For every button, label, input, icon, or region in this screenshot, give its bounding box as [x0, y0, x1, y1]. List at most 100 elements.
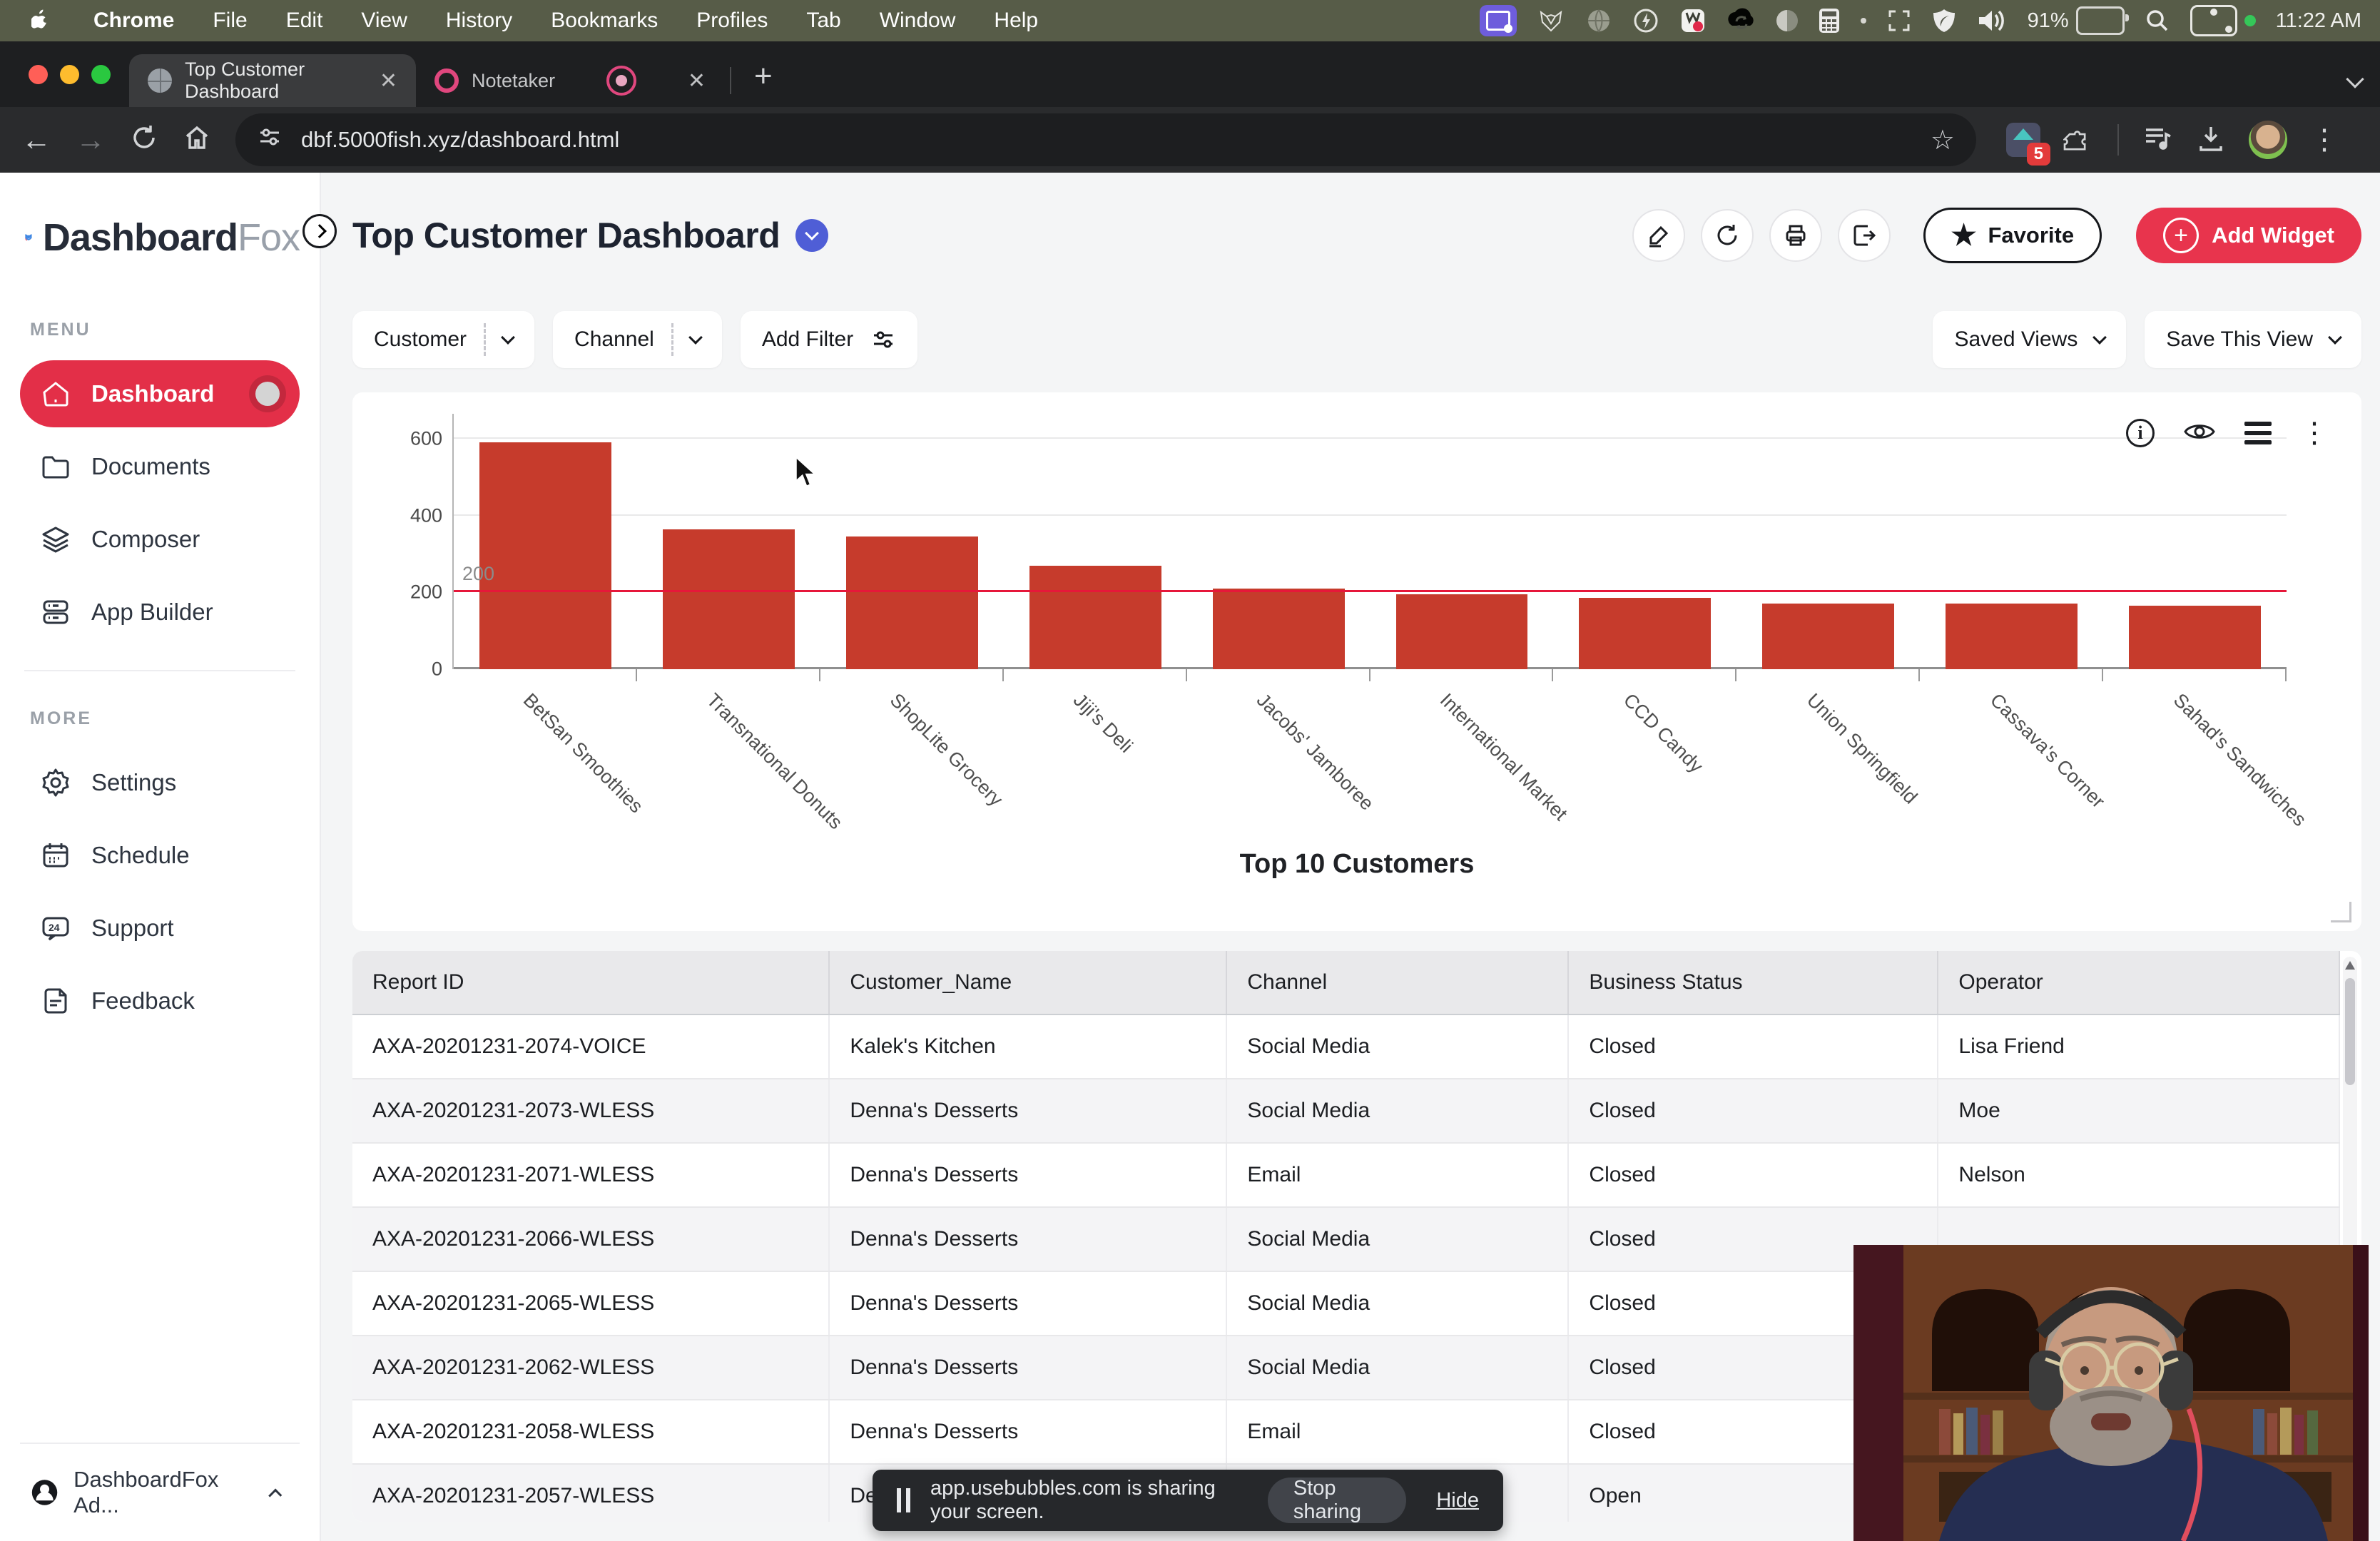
address-bar[interactable]: dbf.5000fish.xyz/dashboard.html ☆	[235, 113, 1976, 166]
info-icon[interactable]: i	[2126, 419, 2155, 447]
bolt-status-icon[interactable]	[1632, 5, 1659, 36]
add-filter-button[interactable]: Add Filter	[740, 311, 918, 368]
menubar-item-history[interactable]: History	[445, 9, 513, 32]
column-header-business-status[interactable]: Business Status	[1568, 951, 1939, 1015]
scrollbar-thumb[interactable]	[2345, 978, 2355, 1085]
bar-chart-plot[interactable]: 0 200 400 600 200	[410, 414, 2287, 681]
edit-dashboard-button[interactable]	[1632, 209, 1685, 262]
column-header-channel[interactable]: Channel	[1226, 951, 1570, 1015]
bar-ccd-candy[interactable]	[1579, 598, 1712, 669]
chart-kebab-icon[interactable]: ⋮	[2300, 417, 2329, 449]
music-app-status-icon[interactable]	[1679, 5, 1707, 36]
tab-close-icon[interactable]: ✕	[687, 68, 706, 93]
sidebar-item-composer[interactable]: Composer	[20, 506, 300, 573]
bar-betsan-smoothies[interactable]	[479, 442, 611, 669]
site-settings-icon[interactable]	[257, 124, 283, 156]
menubar-item-window[interactable]: Window	[879, 9, 956, 32]
control-center-icon[interactable]	[2190, 5, 2237, 36]
bar-union-springfield[interactable]	[1762, 604, 1895, 669]
sidebar-user-row[interactable]: DashboardFox Ad...	[20, 1443, 300, 1541]
expand-status-icon[interactable]	[1886, 5, 1912, 36]
chart-menu-icon[interactable]	[2244, 422, 2272, 444]
profile-avatar[interactable]	[2249, 121, 2287, 159]
back-button[interactable]: ←	[21, 123, 51, 156]
chevron-down-icon[interactable]	[688, 330, 703, 345]
sidebar-item-dashboard[interactable]: Dashboard	[20, 360, 300, 427]
menubar-clock[interactable]: 11:22 AM	[2275, 9, 2361, 32]
calculator-status-icon[interactable]	[1818, 5, 1841, 36]
column-header-operator[interactable]: Operator	[1938, 951, 2340, 1015]
hide-banner-link[interactable]: Hide	[1436, 1488, 1479, 1512]
sidebar-item-schedule[interactable]: Schedule	[20, 822, 300, 889]
tab-overflow-chevron-icon[interactable]	[2346, 70, 2364, 88]
table-row[interactable]: AXA-20201231-2073-WLESS Denna's Desserts S…	[352, 1079, 2340, 1144]
bar-jiji-s-deli[interactable]	[1029, 565, 1161, 669]
bar-cassava-s-corner[interactable]	[1946, 604, 2078, 669]
chevron-down-icon[interactable]	[2328, 330, 2342, 345]
table-row[interactable]: AXA-20201231-2071-WLESS Denna's Desserts E…	[352, 1143, 2340, 1208]
resize-grip-icon[interactable]	[2331, 902, 2351, 922]
tab-top-customer-dashboard[interactable]: Top Customer Dashboard ✕	[129, 54, 416, 107]
title-dropdown-badge[interactable]	[795, 219, 829, 252]
dashboard-active-dot[interactable]	[255, 382, 280, 406]
sidebar-item-settings[interactable]: Settings	[20, 749, 300, 816]
menubar-item-edit[interactable]: Edit	[285, 9, 323, 32]
brand-logo[interactable]: DashboardFox	[20, 194, 300, 301]
filter-channel[interactable]: Channel	[553, 311, 722, 368]
print-dashboard-button[interactable]	[1769, 209, 1822, 262]
bar-jacobs-jamboree[interactable]	[1212, 588, 1345, 669]
url-text[interactable]: dbf.5000fish.xyz/dashboard.html	[301, 127, 620, 152]
export-dashboard-button[interactable]	[1837, 209, 1891, 262]
scroll-up-arrow-icon[interactable]	[2345, 961, 2355, 970]
saved-views-button[interactable]: Saved Views	[1933, 311, 2127, 368]
display-status-icon[interactable]	[1776, 10, 1798, 31]
column-header-customer-name[interactable]: Customer_Name	[829, 951, 1228, 1015]
save-this-view-button[interactable]: Save This View	[2145, 311, 2361, 368]
fox-app-icon[interactable]	[1537, 5, 1565, 36]
table-row[interactable]: AXA-20201231-2074-VOICE Kalek's Kitchen So…	[352, 1014, 2340, 1079]
filter-customer[interactable]: Customer	[352, 311, 535, 368]
bookmark-star-icon[interactable]: ☆	[1930, 125, 1955, 156]
bar-shoplite-grocery[interactable]	[845, 536, 978, 669]
sidebar-collapse-button[interactable]	[302, 214, 337, 248]
extension-with-badge-icon[interactable]: 5	[2006, 123, 2050, 166]
chevron-down-icon[interactable]	[2092, 330, 2107, 345]
add-widget-button[interactable]: + Add Widget	[2136, 208, 2361, 263]
screen-sharing-status-icon[interactable]	[1479, 5, 1517, 36]
apple-logo-icon[interactable]	[31, 6, 56, 35]
column-header-report-id[interactable]: Report ID	[352, 951, 830, 1015]
chrome-menu-icon[interactable]: ⋮	[2310, 124, 2339, 156]
favorite-button[interactable]: ★ Favorite	[1923, 208, 2102, 263]
sidebar-item-documents[interactable]: Documents	[20, 433, 300, 500]
report-table[interactable]: Report ID Customer_Name Channel Business St…	[352, 951, 2340, 1522]
sidebar-item-app-builder[interactable]: App Builder	[20, 579, 300, 646]
home-button[interactable]	[183, 123, 211, 157]
battery-status[interactable]: 91%	[2028, 6, 2129, 35]
bar-sahad-s-sandwiches[interactable]	[2129, 606, 2262, 669]
close-window-button[interactable]	[29, 65, 48, 84]
bar-transnational-donuts[interactable]	[662, 529, 795, 669]
stop-sharing-button[interactable]: Stop sharing	[1267, 1477, 1407, 1523]
refresh-dashboard-button[interactable]	[1700, 209, 1754, 262]
menubar-item-view[interactable]: View	[361, 9, 407, 32]
menubar-item-file[interactable]: File	[213, 9, 248, 32]
bar-international-market[interactable]	[1395, 594, 1528, 669]
chevron-down-icon[interactable]	[501, 330, 515, 345]
download-icon[interactable]	[2196, 123, 2226, 157]
menubar-item-help[interactable]: Help	[994, 9, 1039, 32]
spotlight-icon[interactable]	[2145, 5, 2170, 36]
sidebar-item-support[interactable]: 24 Support	[20, 895, 300, 962]
tab-close-icon[interactable]: ✕	[379, 68, 397, 93]
media-controls-icon[interactable]	[2142, 124, 2173, 156]
shield-status-icon[interactable]	[1932, 5, 1956, 36]
menubar-item-chrome[interactable]: Chrome	[93, 9, 175, 32]
menubar-item-bookmarks[interactable]: Bookmarks	[551, 9, 658, 32]
zoom-window-button[interactable]	[91, 65, 111, 84]
globe-status-icon[interactable]	[1585, 5, 1612, 36]
user-menu-chevron-icon[interactable]	[268, 1488, 283, 1502]
volume-status-icon[interactable]	[1976, 5, 2008, 36]
menubar-item-tab[interactable]: Tab	[806, 9, 841, 32]
menubar-item-profiles[interactable]: Profiles	[696, 9, 768, 32]
sidebar-item-feedback[interactable]: Feedback	[20, 967, 300, 1034]
new-tab-button[interactable]: +	[754, 59, 773, 93]
